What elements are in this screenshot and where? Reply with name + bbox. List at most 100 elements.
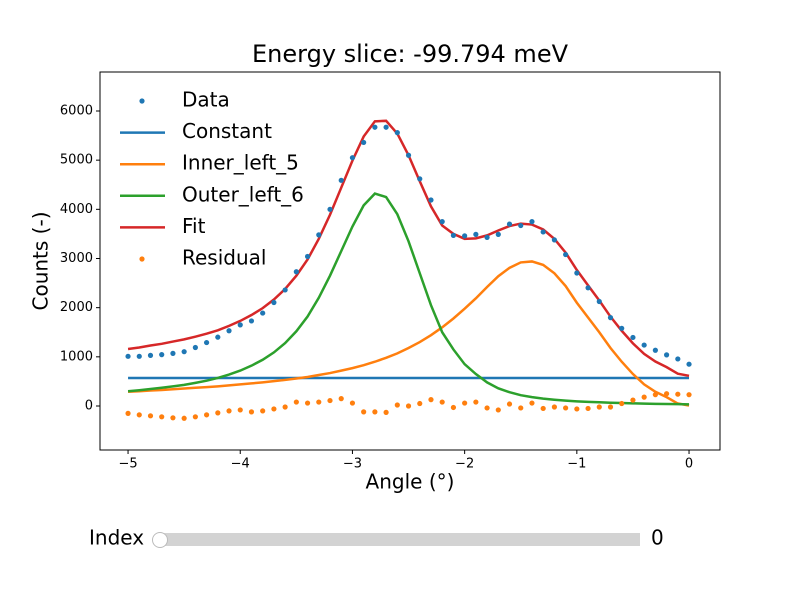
data-point [607,404,614,410]
data-point [215,410,221,416]
x-tick-label: −4 [231,457,250,472]
data-point [394,402,400,408]
data-point [159,352,165,358]
data-point [147,413,154,419]
series-line [127,260,690,407]
chart-title: Energy slice: -99.794 meV [252,40,569,68]
legend-marker [139,256,145,262]
data-point [170,415,176,421]
data-point [675,391,681,397]
data-point [192,344,198,351]
data-point [630,334,636,341]
data-point [293,399,299,405]
slider-label: Index [89,526,144,550]
x-tick-label: 0 [685,457,693,472]
y-tick-label: 4000 [60,202,93,217]
y-tick-label: 5000 [60,153,93,168]
data-point [563,405,569,411]
data-point [271,299,277,306]
data-point [630,397,636,403]
data-point [641,394,647,400]
legend-label: Fit [182,214,206,238]
data-point [686,361,692,367]
data-point [574,270,580,276]
y-tick-label: 3000 [60,251,93,266]
data-point [405,403,412,409]
data-point [551,404,557,410]
plot-frame [99,71,721,451]
data-point [585,405,591,412]
y-tick-label: 1000 [60,349,93,364]
data-point [271,406,277,412]
data-point [450,404,457,411]
data-point [304,400,311,406]
data-point [473,399,479,405]
data-point [641,342,647,348]
data-point [551,237,557,243]
data-point [237,322,243,328]
data-point [372,409,378,415]
data-point [663,352,670,358]
data-point [304,253,311,260]
data-point [663,391,670,397]
x-tick-label: −2 [455,457,474,472]
data-point [686,392,692,398]
data-point [372,124,378,130]
data-point [159,414,165,420]
data-point [428,397,434,403]
data-point [473,231,479,238]
data-point [248,318,255,324]
data-point [203,339,210,346]
slider-track[interactable] [160,533,640,546]
data-point [327,206,333,212]
data-point [518,405,524,411]
data-point [338,177,344,183]
series-line [127,192,690,406]
legend-label: Outer_left_6 [182,182,304,206]
data-point [215,334,221,340]
data-point [652,347,658,353]
data-point [506,401,513,407]
data-point [484,234,490,240]
legend-label: Residual [182,246,266,270]
data-point [675,356,681,362]
data-point [125,410,131,416]
data-point [495,231,501,238]
data-point [495,407,501,413]
data-point [181,415,187,421]
data-point [226,408,232,414]
data-point [619,400,625,407]
data-point [293,269,299,275]
data-point [349,400,356,406]
legend-label: Inner_left_5 [182,151,299,175]
x-tick-label: −3 [343,457,362,472]
data-point [170,350,176,356]
data-point [203,412,210,418]
y-tick-label: 0 [85,398,93,413]
data-point [361,139,367,146]
data-point [596,404,602,410]
data-point [136,412,142,418]
data-point [405,152,412,158]
data-point [316,399,322,405]
slider-handle[interactable] [152,532,168,548]
data-point [260,408,266,414]
data-point [585,285,591,291]
slider-value: 0 [651,526,664,550]
data-point [192,414,198,420]
data-point [349,155,356,161]
data-point [316,232,322,238]
y-axis-label: Counts (-) [29,212,53,311]
y-tick-label: 6000 [60,103,93,118]
data-point [540,405,546,412]
data-point [518,222,524,229]
data-point [383,409,389,415]
data-point [529,219,535,225]
data-point [439,399,445,405]
data-point [181,349,187,355]
legend-label: Constant [182,119,272,143]
data-point [506,221,513,227]
data-point [529,400,535,406]
